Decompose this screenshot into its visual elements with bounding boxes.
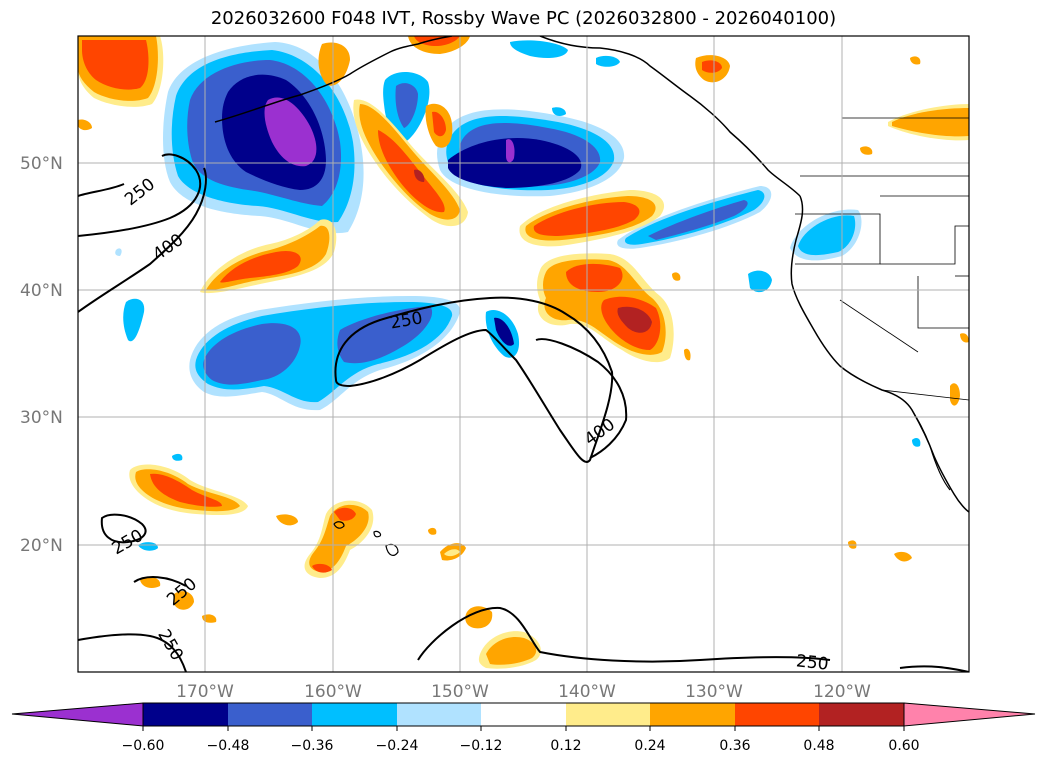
- lon-tick-label: 170°W: [176, 682, 234, 702]
- colorbar-tick-label: 0.60: [888, 738, 919, 754]
- colorbar: −0.60 −0.48 −0.36 −0.24 −0.12 0.12 0.24 …: [11, 702, 1036, 754]
- colorbar-extend-low: [11, 702, 144, 727]
- map-frame: [77, 35, 970, 673]
- ivt-contours: [78, 153, 969, 672]
- graticule: [78, 36, 969, 672]
- lon-tick-label: 140°W: [558, 682, 616, 702]
- colorbar-tick-label: 0.24: [634, 738, 665, 754]
- colorbar-tick-label: −0.48: [207, 738, 250, 754]
- coastlines: [214, 36, 969, 556]
- lat-tick-label: 50°N: [20, 154, 63, 174]
- colorbar-segment: [735, 703, 819, 726]
- colorbar-ticks: [142, 726, 905, 731]
- colorbar-tick-label: −0.60: [122, 738, 165, 754]
- lon-tick-label: 160°W: [304, 682, 362, 702]
- colorbar-segment: [650, 703, 735, 726]
- colorbar-segment: [228, 703, 312, 726]
- colorbar-segment: [143, 703, 228, 726]
- map-area: 250 400 250 400 250 250 250 250: [78, 36, 969, 674]
- colorbar-tick-label: 0.12: [550, 738, 581, 754]
- lat-tick-label: 30°N: [20, 408, 63, 428]
- colorbar-segment: [312, 703, 397, 726]
- colorbar-extend-high: [903, 702, 1036, 727]
- colorbar-segment: [819, 703, 904, 726]
- lat-tick-label: 20°N: [20, 536, 63, 556]
- colorbar-frame: [142, 702, 905, 727]
- colorbar-segment: [566, 703, 650, 726]
- lon-tick-labels: 170°W 160°W 150°W 140°W 130°W 120°W: [176, 682, 871, 702]
- lon-tick-label: 130°W: [685, 682, 743, 702]
- lat-tick-label: 40°N: [20, 281, 63, 301]
- lon-tick-label: 150°W: [431, 682, 489, 702]
- colorbar-tick-label: 0.48: [803, 738, 834, 754]
- colorbar-segment: [397, 703, 481, 726]
- colorbar-tick-label: −0.36: [291, 738, 334, 754]
- lat-tick-labels: 50°N 40°N 30°N 20°N: [20, 154, 63, 556]
- lon-tick-label: 120°W: [813, 682, 871, 702]
- colorbar-segment: [481, 703, 566, 726]
- colorbar-tick-label: 0.36: [719, 738, 750, 754]
- figure-title: 2026032600 F048 IVT, Rossby Wave PC (202…: [210, 8, 837, 29]
- contour-label: 250: [795, 651, 829, 674]
- colorbar-tick-label: −0.24: [376, 738, 419, 754]
- colorbar-tick-label: −0.12: [460, 738, 503, 754]
